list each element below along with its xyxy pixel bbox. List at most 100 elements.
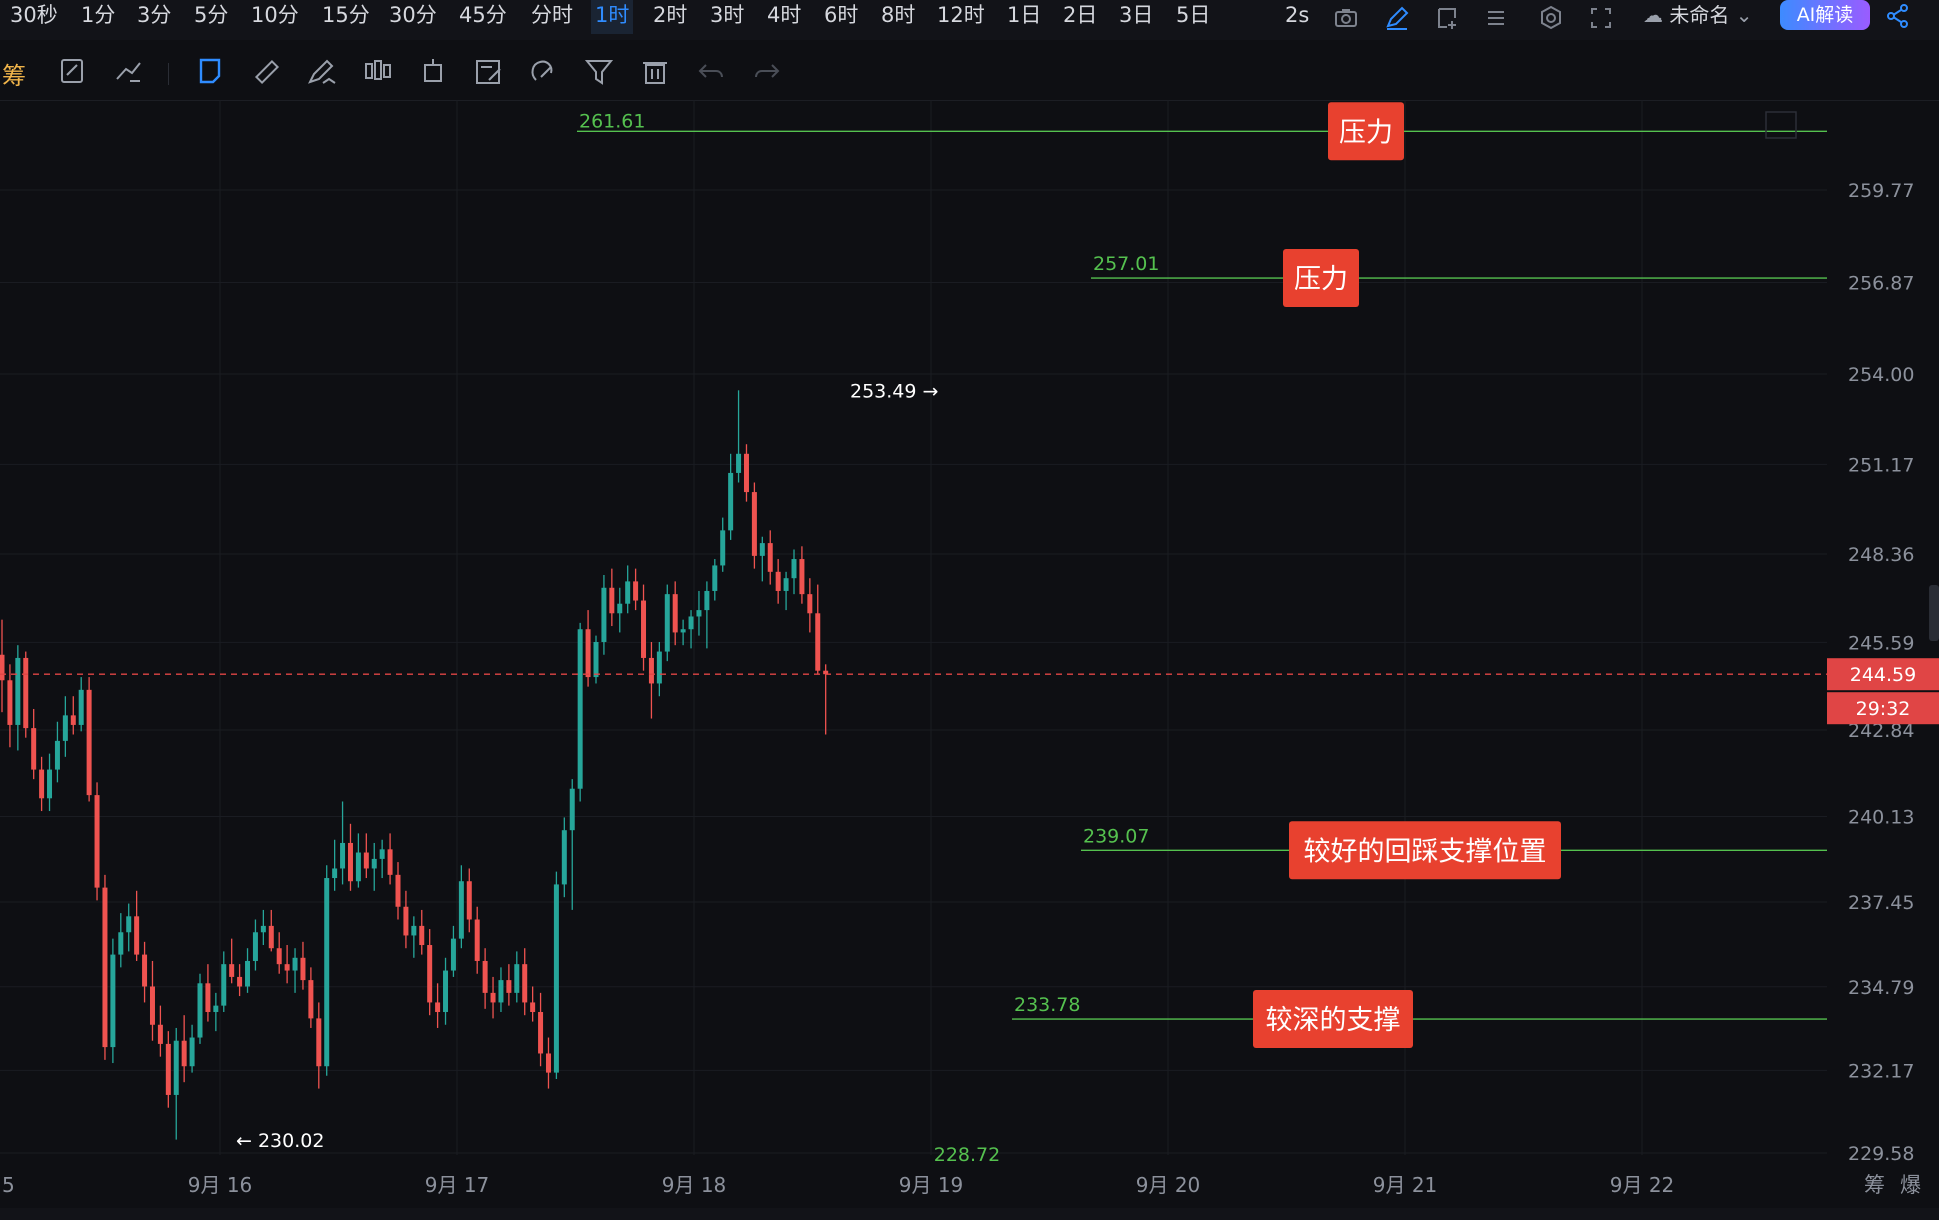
candle-body[interactable] (340, 842, 346, 869)
layout-name-dropdown[interactable]: ☁ 未命名 ⌄ (1643, 0, 1752, 30)
magnet-icon[interactable] (527, 55, 561, 89)
candle-body[interactable] (458, 881, 464, 939)
candle-body[interactable] (823, 670, 829, 675)
candle-body[interactable] (268, 925, 274, 949)
candle-body[interactable] (799, 559, 805, 595)
trash-icon[interactable] (638, 55, 672, 89)
add-window-icon[interactable] (1433, 4, 1461, 32)
candle-body[interactable] (237, 976, 243, 987)
timeframe-30秒[interactable]: 30秒 (10, 3, 58, 27)
candle-body[interactable] (15, 657, 21, 725)
candle-body[interactable] (62, 715, 68, 741)
edit-icon[interactable] (472, 55, 506, 89)
candle-body[interactable] (656, 651, 662, 684)
candle-body[interactable] (347, 842, 353, 882)
candle-body[interactable] (149, 986, 155, 1025)
candle-body[interactable] (545, 1053, 551, 1073)
candle-body[interactable] (47, 769, 53, 799)
timeframe-4时[interactable]: 4时 (767, 3, 802, 27)
pen-icon[interactable] (1383, 4, 1411, 32)
candle-body[interactable] (641, 600, 647, 658)
candle-body[interactable] (743, 453, 749, 493)
timeframe-12时[interactable]: 12时 (937, 3, 985, 27)
undo-icon[interactable] (694, 55, 728, 89)
timeframe-3日[interactable]: 3日 (1119, 3, 1154, 27)
candle-body[interactable] (625, 581, 631, 604)
candle-body[interactable] (110, 954, 116, 1048)
price-chart[interactable]: 259.77 256.87 254.00 251.17 248.36 245.59 242.… (0, 100, 1939, 1210)
candle-body[interactable] (403, 906, 409, 936)
candle-body[interactable] (245, 960, 251, 987)
timeframe-45分[interactable]: 45分 (459, 3, 507, 27)
fullscreen-icon[interactable] (1587, 4, 1615, 32)
candle-body[interactable] (609, 587, 615, 614)
level-tag-box[interactable] (1328, 102, 1404, 161)
candle-body[interactable] (308, 980, 314, 1019)
candle-body[interactable] (252, 932, 258, 961)
candle-body[interactable] (585, 629, 591, 678)
timeframe-3分[interactable]: 3分 (137, 3, 172, 27)
timeframe-1分[interactable]: 1分 (81, 3, 116, 27)
timeframe-2时[interactable]: 2时 (653, 3, 688, 27)
candle-body[interactable] (648, 657, 654, 684)
candle-body[interactable] (300, 957, 306, 981)
candle-body[interactable] (86, 689, 92, 796)
candle-body[interactable] (538, 1012, 544, 1054)
timeframe-5日[interactable]: 5日 (1176, 3, 1211, 27)
timeframe-5分[interactable]: 5分 (194, 3, 229, 27)
candle-body[interactable] (775, 571, 781, 591)
candle-body[interactable] (450, 938, 456, 971)
candle-body[interactable] (173, 1040, 179, 1095)
timeframe-6时[interactable]: 6时 (824, 3, 859, 27)
side-panel-handle[interactable] (1929, 585, 1939, 641)
chip-label[interactable]: 筹 (2, 62, 26, 90)
candle-body[interactable] (316, 1018, 322, 1067)
candle-body[interactable] (118, 932, 124, 955)
candle-body[interactable] (427, 945, 433, 1003)
candle-body[interactable] (0, 654, 5, 681)
candle-body[interactable] (221, 964, 227, 1006)
candle-body[interactable] (189, 1037, 195, 1067)
list-icon[interactable] (1482, 4, 1510, 32)
select-tool-icon[interactable] (194, 55, 228, 89)
candle-body[interactable] (664, 594, 670, 652)
candle-body[interactable] (561, 830, 567, 885)
timeframe-1日[interactable]: 1日 (1007, 3, 1042, 27)
candle-body[interactable] (260, 925, 266, 933)
timeframe-30分[interactable]: 30分 (389, 3, 437, 27)
timeframe-10分[interactable]: 10分 (251, 3, 299, 27)
candle-body[interactable] (514, 964, 520, 993)
candle-body[interactable] (395, 874, 401, 907)
candle-body[interactable] (696, 610, 702, 617)
candle-body[interactable] (197, 983, 203, 1038)
candle-body[interactable] (165, 1043, 171, 1095)
candle-body[interactable] (181, 1040, 187, 1067)
candle-body[interactable] (142, 954, 148, 987)
candle-body[interactable] (435, 1002, 441, 1013)
candle-body[interactable] (553, 884, 559, 1073)
candle-body[interactable] (522, 964, 528, 1003)
candle-body[interactable] (205, 983, 211, 1013)
ruler-icon[interactable] (250, 55, 284, 89)
burst-corner-label[interactable]: 爆 (1900, 1173, 1921, 1197)
candle-body[interactable] (791, 559, 797, 579)
candle-body[interactable] (371, 858, 377, 869)
ai-interpret-button[interactable]: AI解读 (1780, 0, 1870, 30)
candle-body[interactable] (617, 603, 623, 614)
candle-body[interactable] (284, 964, 290, 971)
candle-body[interactable] (229, 964, 235, 977)
filter-icon[interactable] (582, 55, 616, 89)
candle-body[interactable] (355, 852, 361, 882)
candle-body[interactable] (78, 689, 84, 725)
candle-body[interactable] (276, 948, 282, 965)
candle-body[interactable] (704, 590, 710, 611)
candle-body[interactable] (379, 849, 385, 859)
candle-body[interactable] (767, 543, 773, 572)
candle-body[interactable] (530, 1002, 536, 1013)
note-icon[interactable] (56, 55, 90, 89)
timeframe-3时[interactable]: 3时 (710, 3, 745, 27)
camera-icon[interactable] (1332, 4, 1360, 32)
measure-icon[interactable] (416, 55, 450, 89)
candle-body[interactable] (54, 740, 60, 770)
candle-body[interactable] (213, 1005, 219, 1013)
